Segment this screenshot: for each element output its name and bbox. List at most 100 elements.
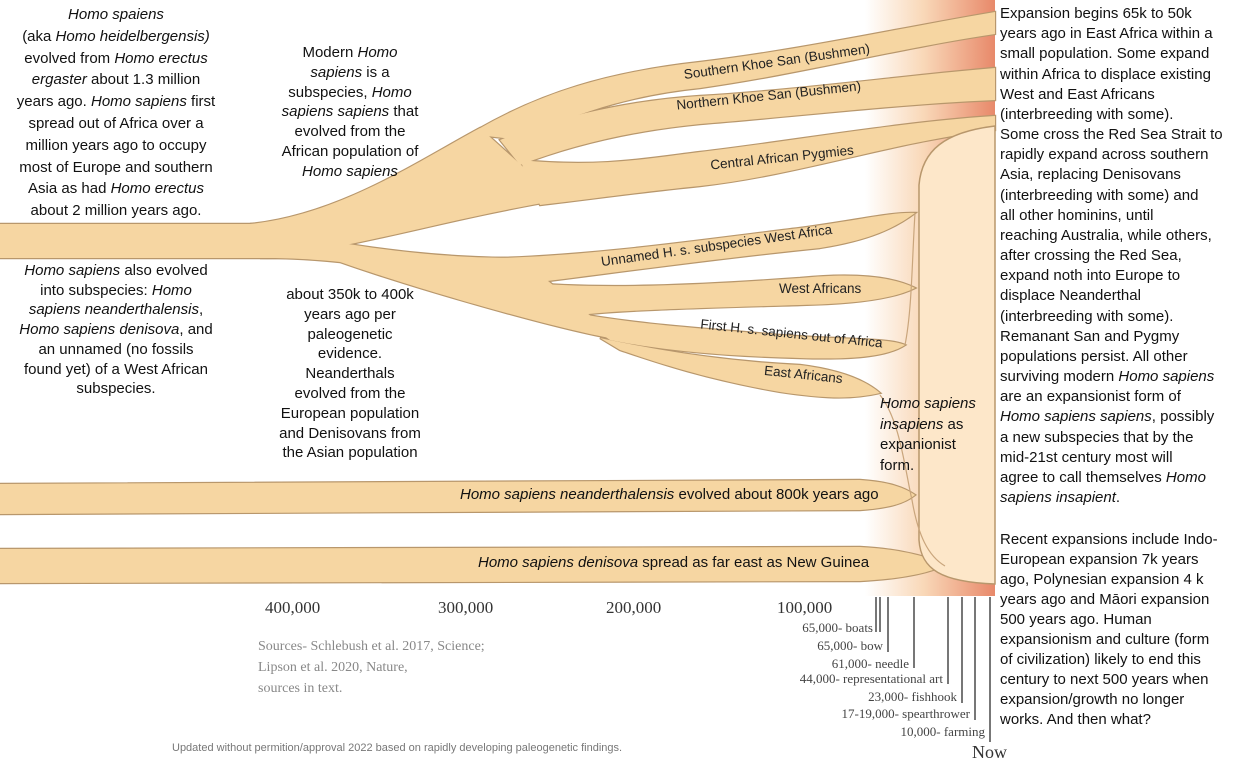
branch-lower-stem [260,236,620,340]
text-line: about 2 million years ago. [0,200,232,222]
text: a new subspecies that by the [1000,428,1194,446]
text: years ago. [16,93,91,111]
sources-line: Sources- Schlebush et al. 2017, Science; [258,639,485,654]
axis-tick-200000: 200,000 [606,598,662,617]
label-neanderthalensis: Homo sapiens neanderthalensis evolved ab… [460,485,879,505]
text: after crossing the Red Sea, [1000,247,1182,265]
text-line: evidence. [250,344,450,364]
text: Asia, replacing Denisovans [1000,166,1181,184]
text: of civilization) likely to end this [1000,651,1201,668]
text-line: and Denisovans from [250,424,450,444]
text-line: 500 years ago. Human [1000,610,1218,630]
text-line: Remanant San and Pygmy [1000,327,1223,347]
text: evolved about 800k years ago [674,486,879,503]
text-line: surviving modern Homo sapiens [1000,367,1223,387]
italic-text: Homo erectus [114,49,208,67]
text: subspecies. [76,380,156,398]
text-line: most of Europe and southern [0,157,232,179]
text-line: reaching Australia, while others, [1000,226,1223,246]
italic-text: Homo [151,281,192,299]
text-line: European expansion 7k years [1000,550,1218,570]
text: mid-21st century most will [1000,448,1173,466]
timeline-event-label: 17-19,000- spearthrower [841,706,970,721]
branch-unnamed-west-africa [500,212,915,282]
text-line: Homo sapiens [880,394,976,415]
branch-neanderthalensis [0,480,915,514]
text: works. And then what? [1000,711,1151,728]
branch-central-african-pygmies [520,116,995,205]
text: surviving modern [1000,368,1119,386]
axis-tick-400000: 400,000 [265,598,321,617]
italic-text: Homo spaiens [68,6,164,23]
text: (interbreeding with some). [1000,105,1174,123]
text: about 2 million years ago. [30,202,202,220]
text: that [389,103,419,121]
text-line: about 350k to 400k [250,285,450,305]
text: , [198,301,204,319]
timeline-event-label: 23,000- fishhook [868,689,957,704]
text-line: years ago per [250,305,450,325]
text: Remanant San and Pygmy [1000,327,1180,345]
text-line: the Asian population [250,443,450,463]
italic-text: Homo sapiens denisova [19,321,180,339]
timeline-event-label: 10,000- farming [900,724,985,739]
text-line: small population. Some expand [1000,44,1223,64]
text-line: Homo spaiens [0,4,232,26]
text: years ago and Māori expansion [1000,591,1210,608]
branch-denisova [0,547,945,583]
text-modern-homo-sapiens: Modern Homo sapiens is a subspecies, Homo s… [250,43,450,182]
branch-northern-khoe-san [500,68,995,165]
text: evidence. [317,345,383,363]
text-line: years ago. Homo sapiens first [0,91,232,113]
text-line: Some cross the Red Sea Strait to [1000,125,1223,145]
text-line: Neanderthals [250,364,450,384]
italic-text: Homo sapiens [90,93,187,111]
text: subspecies, [288,83,372,101]
text-line: million years ago to occupy [0,135,232,157]
text-line: expand noth into Europe to [1000,266,1223,286]
text: (interbreeding with some) and [1000,186,1199,204]
insapiens-region [918,125,996,585]
text-line: into subspecies: Homo [0,281,232,301]
italic-text: sapiens neanderthalensis [28,301,199,319]
text: expansionism and culture (form [1000,631,1210,648]
text: most of Europe and southern [19,158,213,176]
timeline-event-label: 65,000- bow [817,638,883,653]
text: also evolved [120,262,208,279]
text-line: rapidly expand across southern [1000,145,1223,165]
hinterland-boundary-upper [904,212,916,346]
italic-text: Homo sapiens [24,262,121,279]
branch-first-out-of-africa [570,312,905,359]
text-line: a new subspecies that by the [1000,428,1223,448]
text: evolved from [24,49,115,67]
text: European population [280,404,420,422]
text: spread out of Africa over a [28,114,204,132]
text: the Asian population [282,444,418,462]
text: is a [362,63,390,81]
text-line: years ago in East Africa within a [1000,24,1223,44]
italic-text: sapiens sapiens [281,103,390,121]
text: as [943,415,964,433]
text-line: European population [250,404,450,424]
text: Recent expansions include Indo- [1000,531,1218,548]
text-line: subspecies, Homo [250,83,450,103]
text: agree to call themselves [1000,468,1166,486]
text-neanderthal-denisovan-origin: about 350k to 400k years ago per paleogene… [250,285,450,463]
hinterland-boundary [879,394,946,567]
text: spread as far east as New Guinea [638,554,870,571]
italic-text: Homo [357,44,398,61]
text-line: Modern Homo [250,43,450,63]
text-line: sapiens neanderthalensis, [0,300,232,320]
text-line: Homo sapiens also evolved [0,261,232,281]
text-line: (aka Homo heidelbergensis) [0,26,232,48]
italic-text: insapiens [880,415,944,433]
label-west-africans: West Africans [779,281,862,296]
text: an unnamed (no fossils [38,340,194,358]
text-homo-sapiens-origin: Homo spaiens (aka Homo heidelbergensis) ev… [0,4,232,222]
axis-now-label: Now [972,742,1007,762]
text: form. [880,456,915,474]
text: reaching Australia, while others, [1000,226,1212,244]
italic-text: Homo [1165,468,1206,486]
